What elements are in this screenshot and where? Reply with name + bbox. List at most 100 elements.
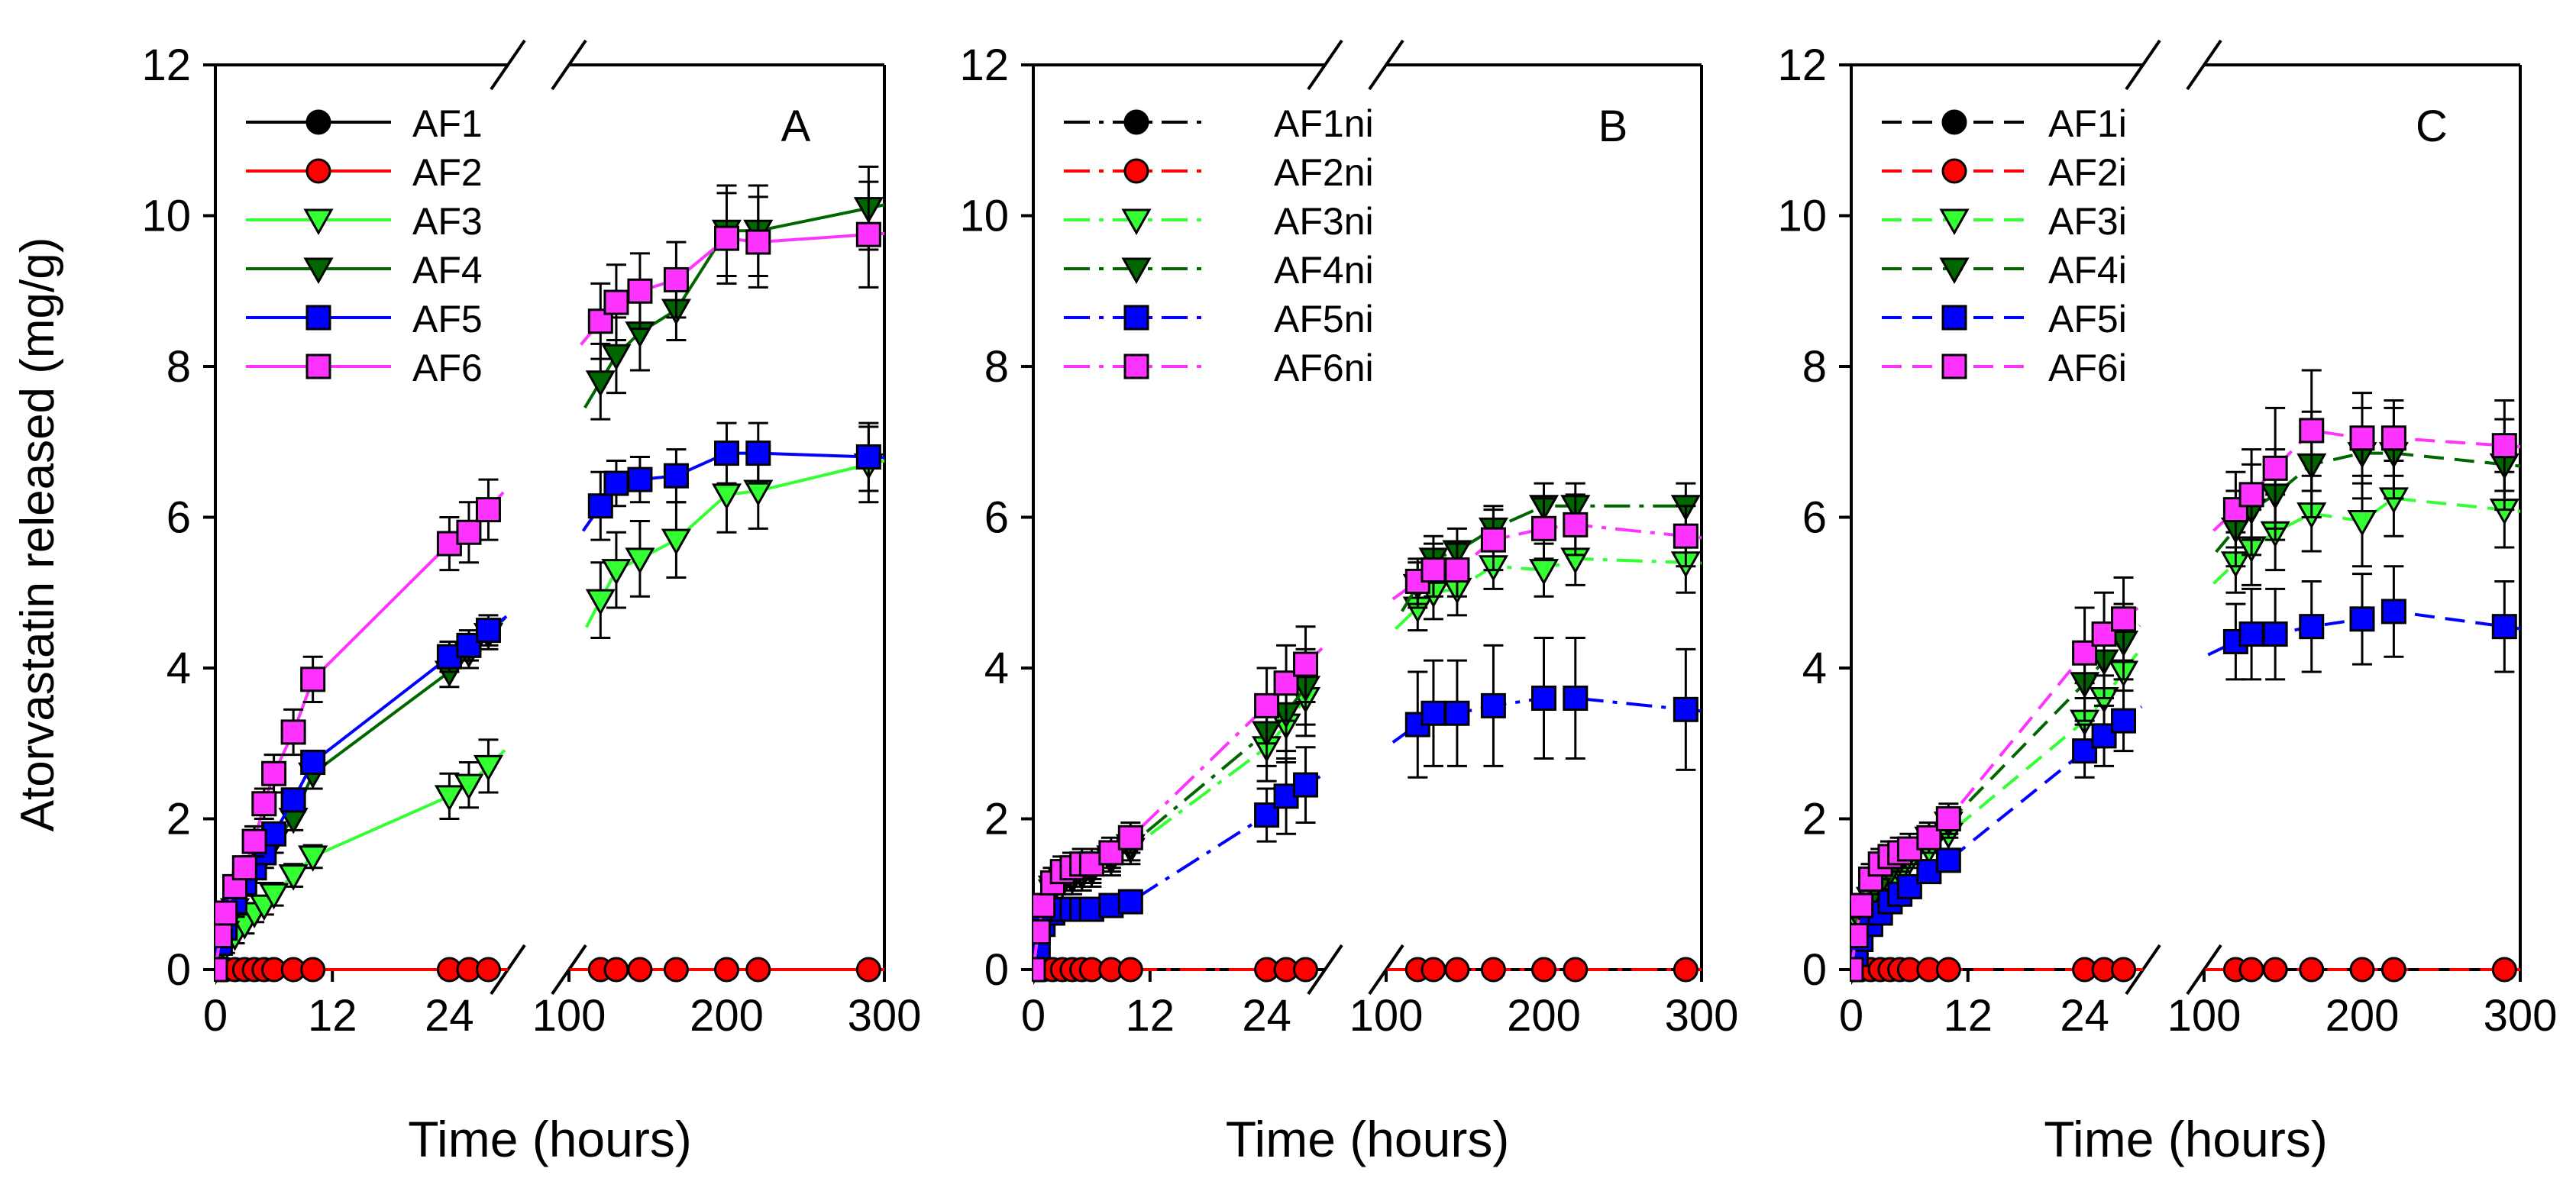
data-point	[300, 957, 326, 983]
data-point	[1851, 957, 1864, 983]
y-tick-label: 2	[1802, 795, 1827, 844]
data-point	[585, 370, 616, 397]
legend-label: AF5i	[2048, 298, 2127, 341]
data-point	[475, 618, 501, 644]
data-point	[1851, 892, 1874, 918]
y-tick-label: 8	[166, 342, 191, 392]
x-tick-label: 12	[1126, 991, 1175, 1041]
series-af3i	[1851, 459, 2520, 985]
series-af3	[215, 425, 884, 985]
y-tick-label: 6	[984, 493, 1009, 543]
legend-marker	[305, 353, 331, 379]
legend-entry-af1i: AF1i	[1882, 102, 2127, 145]
data-point	[1528, 559, 1559, 586]
data-point	[1293, 957, 1319, 983]
data-point	[1851, 923, 1869, 949]
legend-marker	[1939, 208, 1970, 236]
data-point	[2299, 957, 2325, 983]
series-af6i	[1851, 369, 2520, 983]
data-point	[1531, 515, 1556, 541]
x-tick-label: 300	[848, 991, 922, 1041]
x-tick-label: 200	[1507, 991, 1581, 1041]
y-tick-label: 6	[1802, 493, 1827, 543]
data-point	[1293, 651, 1319, 677]
x-tick-label: 200	[2326, 991, 2400, 1041]
legend-label: AF4ni	[1274, 249, 1374, 292]
legend-marker	[305, 158, 331, 184]
y-tick-label: 8	[984, 342, 1009, 392]
data-point	[1673, 523, 1698, 549]
data-point	[627, 957, 653, 983]
y-tick-label: 4	[166, 644, 191, 693]
legend-entry-af2ni: AF2ni	[1064, 151, 1374, 194]
data-point	[663, 463, 689, 489]
data-point	[714, 225, 739, 251]
y-tick-label: 0	[984, 945, 1009, 995]
legend: AF1ni AF2ni AF3ni AF4ni AF5ni AF6ni	[1064, 102, 1374, 389]
data-point	[601, 559, 632, 586]
legend-marker	[1123, 109, 1149, 135]
data-point	[231, 855, 257, 881]
legend-entry-af1ni: AF1ni	[1064, 102, 1374, 145]
x-axis-label: Time (hours)	[408, 1111, 692, 1167]
data-point	[251, 791, 277, 817]
y-axis-label: Atorvastatin released (mg/g)	[11, 237, 64, 832]
data-point	[2349, 425, 2375, 451]
data-point	[714, 957, 739, 983]
axis-break-mark-top	[2186, 39, 2222, 91]
data-point	[1935, 957, 1961, 983]
series-af5ni	[1033, 637, 1702, 983]
data-point	[261, 760, 287, 786]
data-point	[1673, 957, 1698, 983]
axis-break-mark-top	[1307, 39, 1343, 91]
data-point	[456, 519, 482, 545]
legend-entry-af6: AF6	[246, 347, 483, 389]
data-point	[1117, 957, 1143, 983]
axis-break-mark-top	[490, 39, 526, 91]
data-point	[855, 221, 881, 247]
data-point	[1033, 892, 1056, 918]
x-tick-label: 24	[425, 991, 474, 1041]
data-point	[1896, 873, 1922, 899]
data-point	[2262, 957, 2288, 983]
x-tick-label: 0	[1839, 991, 1863, 1041]
data-point	[2238, 957, 2264, 983]
series-af4i	[1851, 406, 2520, 985]
data-point	[601, 344, 632, 371]
legend-label: AF1i	[2048, 102, 2127, 145]
legend-entry-af3: AF3	[246, 200, 483, 243]
legend-label: AF5	[412, 298, 483, 341]
series-af2	[215, 957, 884, 983]
data-point	[745, 957, 771, 983]
y-tick-label: 6	[166, 493, 191, 543]
legend-entry-af6i: AF6i	[1882, 347, 2127, 389]
data-point	[1421, 700, 1446, 726]
data-point	[2349, 957, 2375, 983]
legend-marker	[1941, 158, 1967, 184]
data-point	[625, 547, 655, 574]
legend-marker	[303, 257, 334, 285]
legend-label: AF1	[412, 102, 483, 145]
legend-label: AF6	[412, 347, 483, 389]
data-point	[2491, 957, 2517, 983]
data-point	[663, 266, 689, 292]
data-point	[1935, 847, 1961, 873]
data-point	[1480, 527, 1506, 553]
data-point	[1098, 840, 1124, 866]
legend-label: AF3i	[2048, 200, 2127, 243]
legend-label: AF5ni	[1274, 298, 1374, 341]
data-point	[2349, 606, 2375, 632]
data-point	[1033, 957, 1046, 983]
legend-marker	[305, 109, 331, 135]
legend: AF1i AF2i AF3i AF4i AF5i AF6i	[1882, 102, 2127, 389]
x-tick-label: 200	[690, 991, 764, 1041]
data-point	[215, 923, 233, 949]
series-af6ni	[1033, 493, 1702, 983]
legend-entry-af2i: AF2i	[1882, 151, 2127, 194]
y-tick-label: 2	[984, 795, 1009, 844]
legend-label: AF4i	[2048, 249, 2127, 292]
x-tick-label: 12	[308, 991, 357, 1041]
data-point	[714, 441, 739, 466]
